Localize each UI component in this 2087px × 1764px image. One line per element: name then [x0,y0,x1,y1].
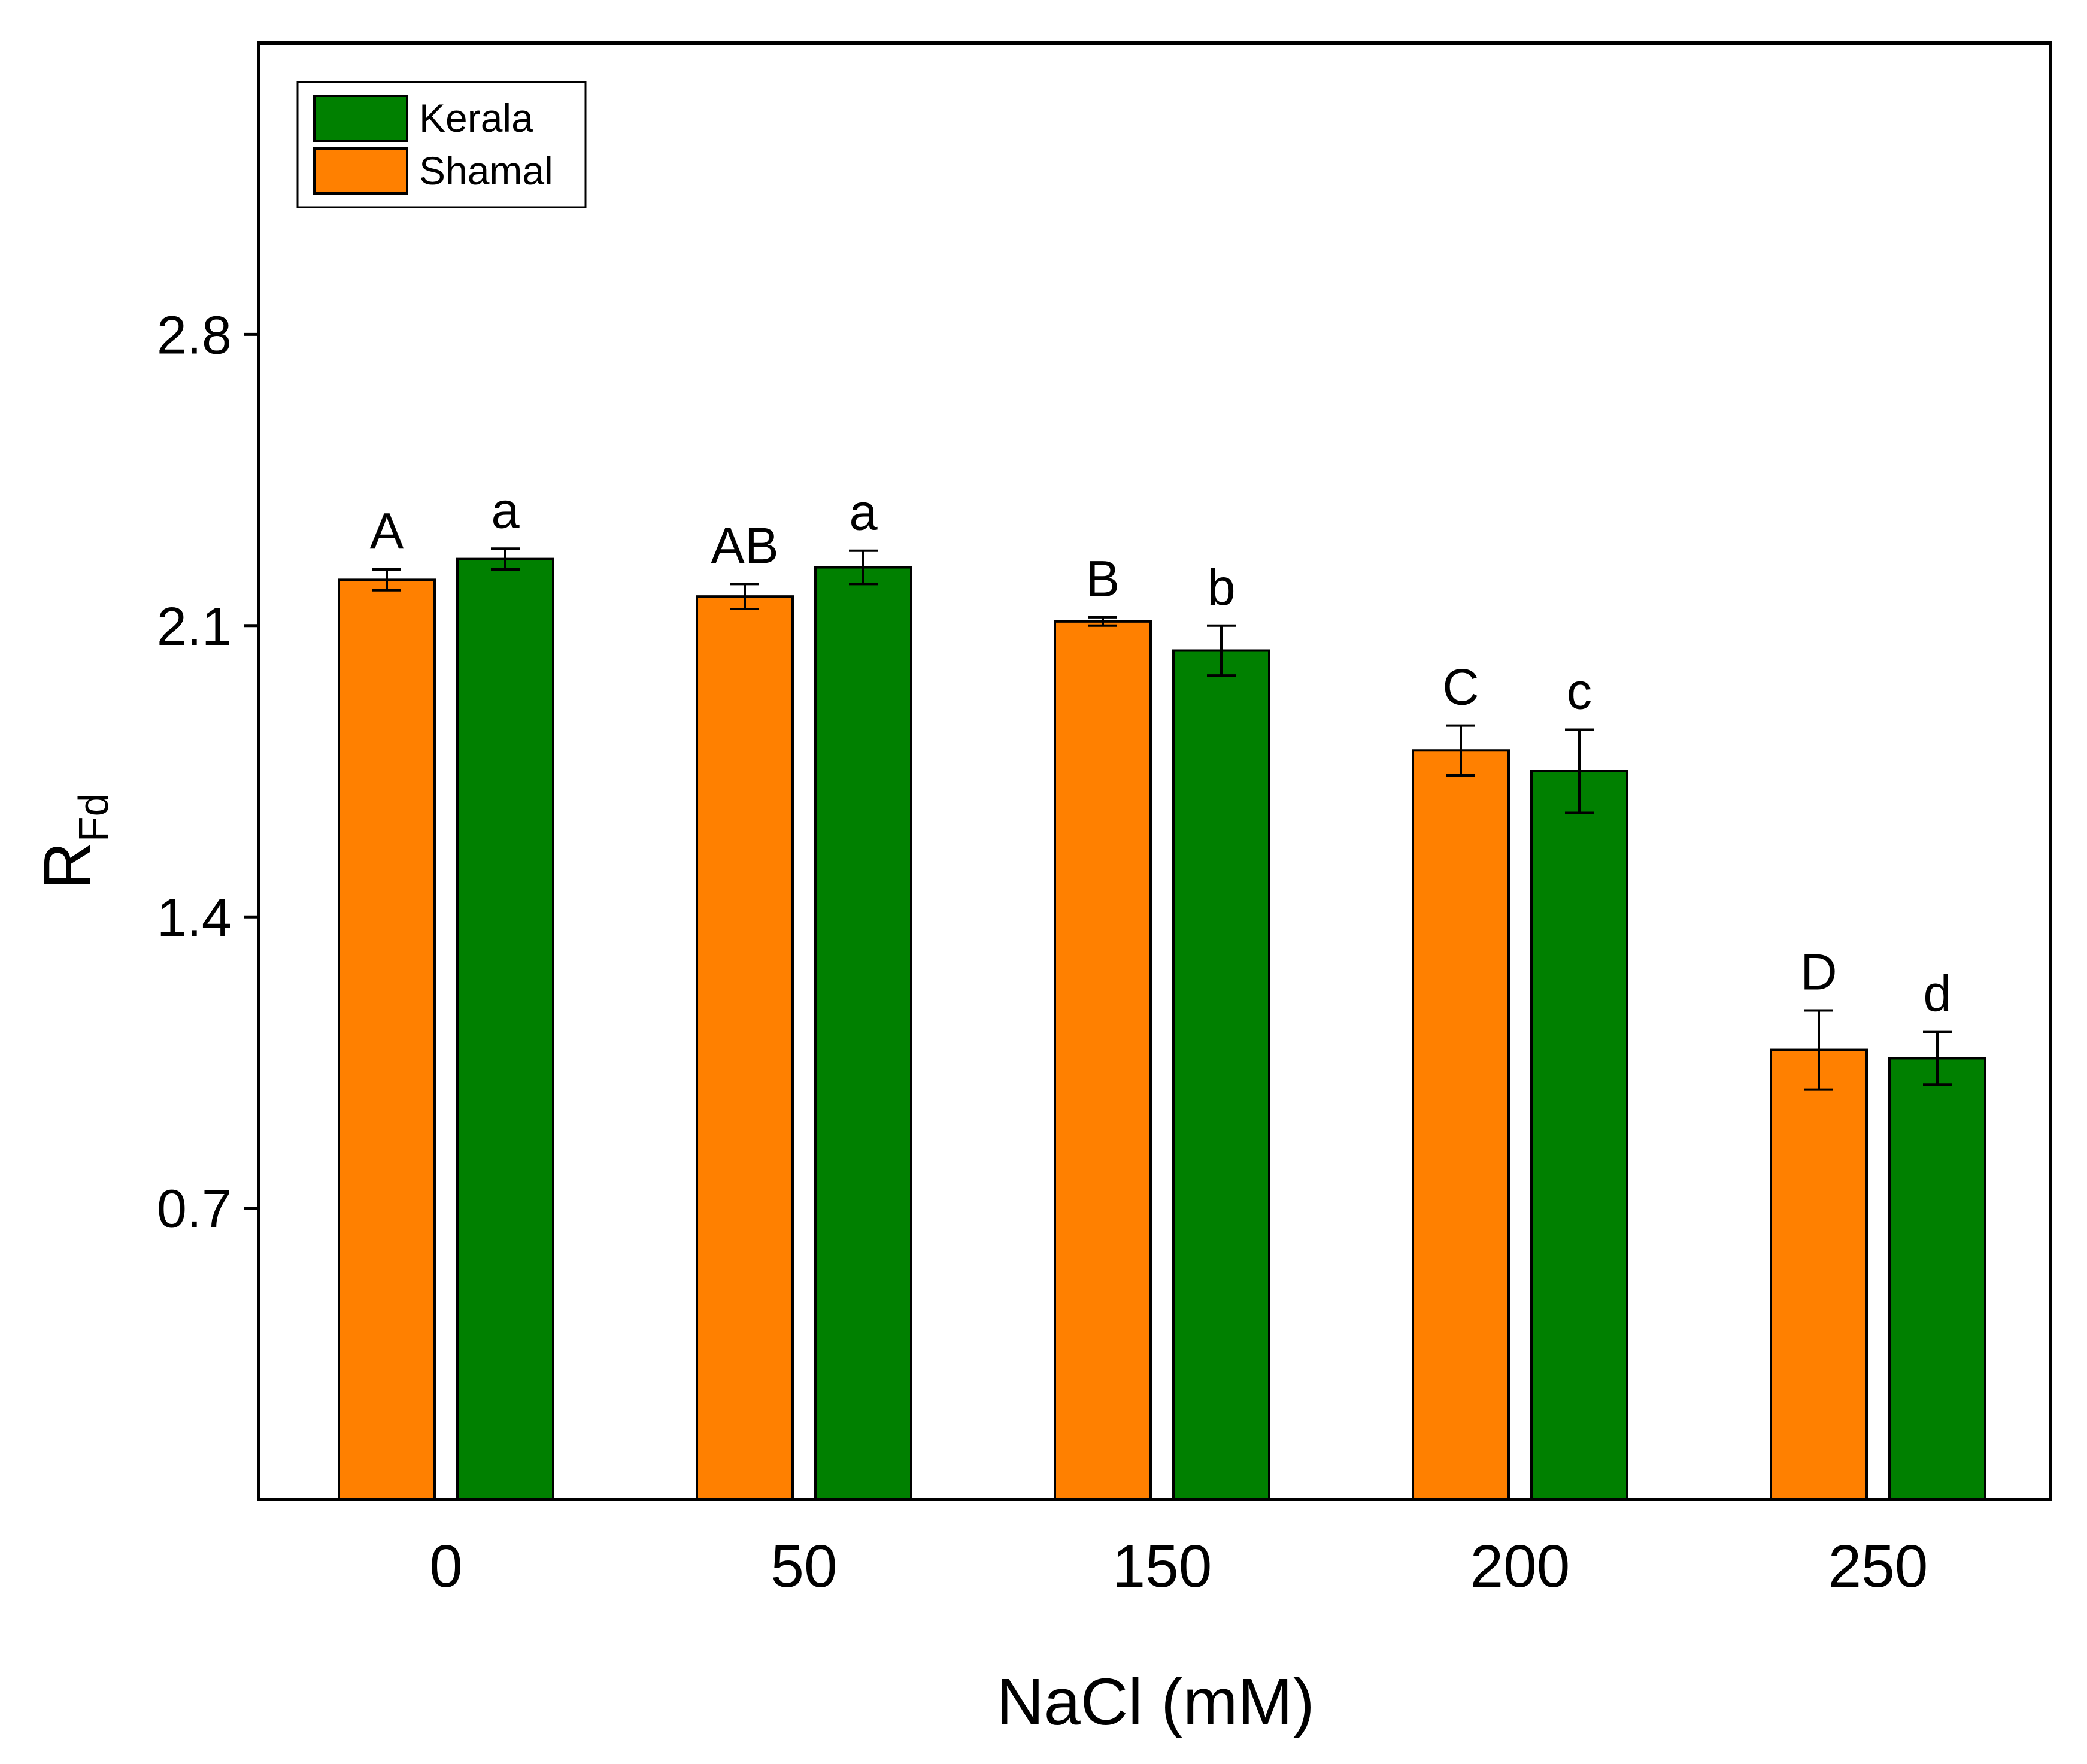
bar-kerala-150 [1172,649,1270,1501]
bars-layer [338,557,1986,1501]
legend-label-kerala: Kerala [419,96,533,140]
significance-label-kerala-200: c [1567,663,1592,720]
error-bar-shamal-0 [372,568,401,592]
y-axis-title-subscript: Fd [70,793,117,842]
bar-shamal-50 [696,595,794,1501]
significance-label-shamal-0: A [370,503,404,560]
y-tick-label-2.8: 2.8 [157,305,232,365]
bar-kerala-250 [1888,1057,1986,1501]
legend: Kerala Shamal [296,81,587,208]
error-bar-kerala-50 [849,549,878,586]
x-tick-label-50: 50 [771,1533,837,1600]
x-tick-label-150: 150 [1112,1533,1212,1600]
plot-frame [257,41,2052,1501]
bar-kerala-200 [1530,770,1628,1501]
error-bar-kerala-0 [491,547,520,571]
x-tick-label-200: 200 [1470,1533,1570,1600]
error-bar-kerala-200 [1565,728,1594,814]
significance-label-shamal-50: AB [711,517,778,574]
bar-shamal-0 [338,578,436,1501]
x-axis-title: NaCl (mM) [996,1665,1315,1739]
error-bar-kerala-250 [1923,1030,1952,1086]
error-bar-kerala-150 [1207,624,1236,677]
y-axis-title-main: R [31,842,104,889]
error-bar-shamal-150 [1088,616,1117,627]
error-bar-shamal-50 [730,583,759,611]
x-tick-label-0: 0 [429,1533,463,1600]
legend-swatch-shamal [313,147,408,195]
y-axis: 0.7 1.4 2.1 2.8 [157,305,259,1239]
significance-label-shamal-200: C [1442,659,1479,716]
significance-label-kerala-250: d [1923,966,1951,1023]
bar-shamal-250 [1770,1048,1868,1501]
bar-shamal-200 [1412,749,1510,1501]
y-tick-label-2.1: 2.1 [157,597,232,657]
bar-kerala-0 [456,557,554,1501]
legend-swatch-kerala [313,95,408,142]
x-tick-label-250: 250 [1828,1533,1928,1600]
y-tick-label-1.4: 1.4 [157,888,232,948]
significance-label-kerala-50: a [849,484,878,541]
x-axis: 0 50 150 200 250 [429,1533,1928,1600]
y-axis-title: RFd [31,793,117,889]
significance-label-kerala-150: b [1207,559,1235,616]
error-bar-shamal-250 [1804,1009,1833,1091]
bar-kerala-50 [814,566,912,1501]
significance-label-shamal-150: B [1086,551,1120,608]
error-bar-shamal-200 [1446,724,1475,777]
error-bars-layer [372,547,1952,1091]
y-tick-label-0.7: 0.7 [157,1180,232,1239]
significance-label-kerala-0: a [491,482,520,539]
bar-shamal-150 [1054,620,1152,1501]
significance-label-shamal-250: D [1800,944,1837,1001]
y-axis-title-group: RFd [31,793,117,889]
legend-label-shamal: Shamal [419,148,553,193]
